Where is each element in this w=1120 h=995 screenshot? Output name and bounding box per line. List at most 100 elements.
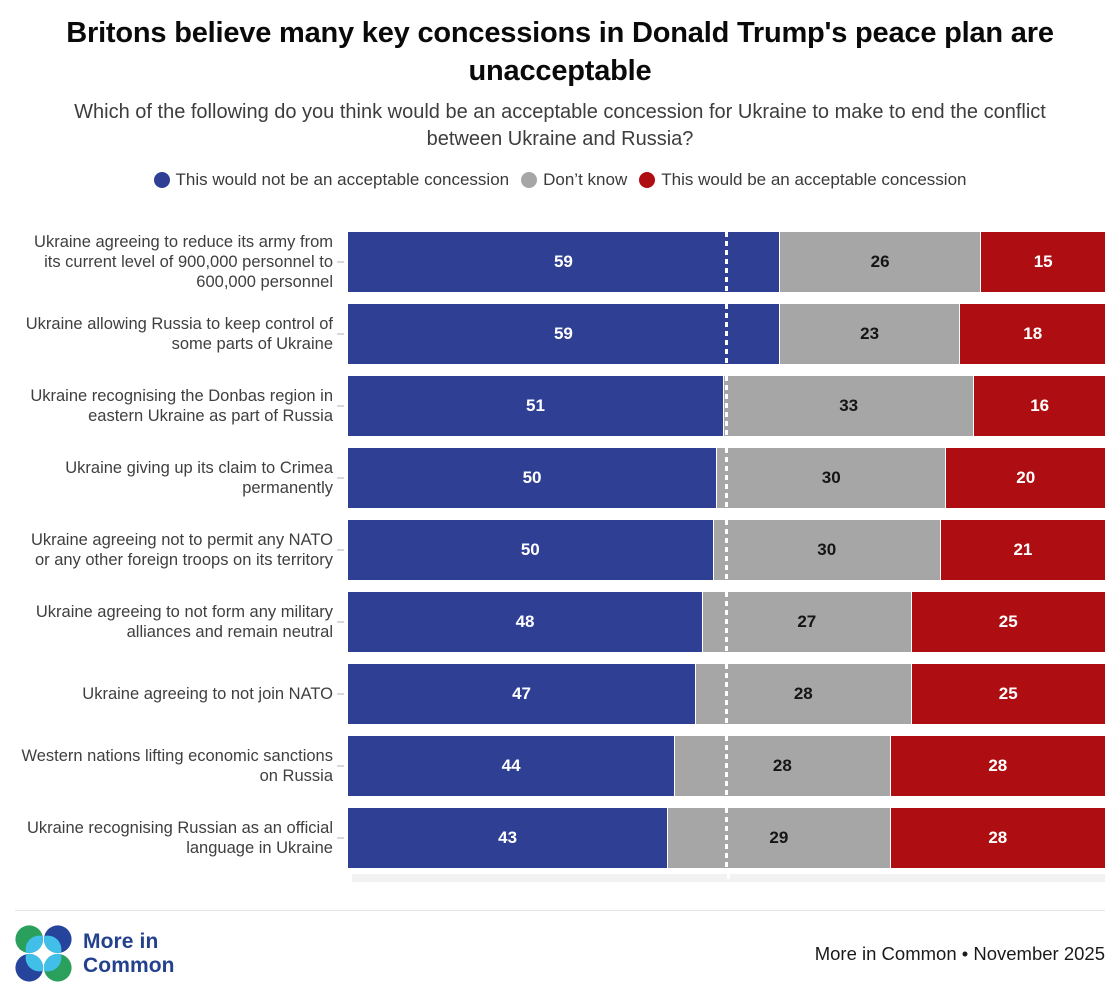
legend-item-not-acceptable: This would not be an acceptable concessi… [153, 170, 510, 190]
bar-segment: 48 [348, 592, 703, 652]
axis-tick [337, 333, 344, 335]
bar-segment: 20 [945, 448, 1105, 508]
chart-row: Ukraine recognising Russian as an offici… [15, 808, 1105, 868]
bar-value: 43 [498, 828, 518, 847]
legend-label: This would not be an acceptable concessi… [175, 170, 510, 189]
bar-track: 48 27 25 [348, 592, 1105, 652]
bar-value: 21 [1013, 540, 1033, 559]
bar-value: 47 [512, 684, 531, 703]
axis-baseline-strip [352, 874, 1105, 882]
bar-value: 30 [821, 468, 841, 487]
brand-name: More in Common [83, 930, 175, 978]
axis-tick [337, 477, 344, 479]
bar-segment: 16 [973, 376, 1105, 436]
bar-track: 59 23 18 [348, 304, 1105, 364]
bar-track: 44 28 28 [348, 736, 1105, 796]
legend-label: This would be an acceptable concession [661, 170, 967, 189]
legend-dot-icon [521, 172, 538, 188]
axis-tick [337, 261, 344, 263]
chart-row: Ukraine giving up its claim to Crimea pe… [15, 448, 1105, 508]
bar-value: 18 [1023, 324, 1043, 343]
source-attribution: More in Common • November 2025 [814, 942, 1105, 964]
chart-row: Ukraine agreeing to reduce its army from… [15, 232, 1105, 292]
legend-item-acceptable: This would be an acceptable concession [639, 170, 966, 190]
bar-value: 51 [526, 396, 545, 415]
bar-track: 50 30 21 [348, 520, 1105, 580]
axis-tick [337, 621, 344, 623]
bar-segment: 30 [712, 520, 940, 580]
bar-segment: 51 [348, 376, 724, 436]
bar-segment: 28 [674, 736, 890, 796]
bar-value: 16 [1030, 396, 1050, 415]
row-label: Ukraine recognising Russian as an offici… [26, 819, 333, 857]
bar-value: 20 [1016, 468, 1036, 487]
brand-name-line1: More in [83, 929, 159, 953]
row-label: Ukraine agreeing to reduce its army from… [34, 233, 333, 291]
more-in-common-logo-icon [15, 925, 72, 982]
chart-row: Ukraine agreeing to not form any militar… [15, 592, 1105, 652]
legend-label: Don’t know [543, 170, 628, 189]
bar-value: 27 [797, 612, 817, 631]
bar-value: 28 [793, 684, 813, 703]
bar-segment: 28 [889, 736, 1105, 796]
bar-value: 33 [839, 396, 859, 415]
bar-value: 30 [817, 540, 837, 559]
bar-value: 25 [998, 684, 1018, 703]
bar-segment: 59 [348, 232, 779, 292]
chart-row: Ukraine allowing Russia to keep control … [15, 304, 1105, 364]
bar-segment: 21 [939, 520, 1105, 580]
legend: This would not be an acceptable concessi… [15, 170, 1105, 190]
chart-row: Ukraine agreeing to not join NATO 47 28 … [15, 664, 1105, 724]
bar-segment: 27 [702, 592, 911, 652]
bar-value: 28 [772, 756, 792, 775]
row-label: Western nations lifting economic sanctio… [21, 747, 333, 785]
brand-block: More in Common [15, 925, 175, 982]
brand-name-line2: Common [83, 953, 175, 977]
bar-segment: 47 [348, 664, 696, 724]
bar-segment: 28 [695, 664, 911, 724]
bar-segment: 23 [778, 304, 960, 364]
chart-row: Ukraine agreeing not to permit any NATO … [15, 520, 1105, 580]
bar-value: 28 [988, 756, 1008, 775]
axis-tick [337, 693, 344, 695]
bar-value: 28 [988, 828, 1008, 847]
bar-value: 25 [998, 612, 1018, 631]
bar-track: 50 30 20 [348, 448, 1105, 508]
row-label: Ukraine agreeing to not form any militar… [35, 603, 333, 641]
bar-segment: 43 [348, 808, 668, 868]
axis-tick [337, 549, 344, 551]
bar-segment: 44 [348, 736, 675, 796]
row-label: Ukraine allowing Russia to keep control … [25, 315, 333, 353]
footer: More in Common More in Common • November… [15, 925, 1105, 982]
axis-tick [337, 765, 344, 767]
bar-segment: 50 [348, 448, 717, 508]
reference-line-50 [727, 874, 730, 882]
bar-value: 23 [860, 324, 880, 343]
row-label: Ukraine agreeing not to permit any NATO … [30, 531, 333, 569]
bar-segment: 50 [348, 520, 713, 580]
bar-value: 59 [553, 324, 573, 343]
axis-tick [337, 405, 344, 407]
bar-value: 50 [522, 468, 542, 487]
bar-track: 47 28 25 [348, 664, 1105, 724]
bar-value: 59 [553, 252, 573, 271]
bar-value: 29 [769, 828, 789, 847]
axis-tick [337, 837, 344, 839]
bar-value: 26 [870, 252, 890, 271]
chart-subtitle: Which of the following do you think woul… [74, 101, 1046, 150]
bar-track: 59 26 15 [348, 232, 1105, 292]
bar-segment: 28 [889, 808, 1105, 868]
bar-segment: 33 [723, 376, 974, 436]
row-label: Ukraine giving up its claim to Crimea pe… [65, 459, 333, 497]
legend-item-dont-know: Don’t know [521, 170, 627, 190]
bar-track: 51 33 16 [348, 376, 1105, 436]
footer-divider [15, 910, 1105, 911]
bar-segment: 26 [778, 232, 981, 292]
bar-segment: 30 [716, 448, 946, 508]
chart-row: Ukraine recognising the Donbas region in… [15, 376, 1105, 436]
legend-dot-icon [639, 172, 656, 188]
bar-value: 48 [515, 612, 535, 631]
bar-segment: 59 [348, 304, 779, 364]
row-label: Ukraine agreeing to not join NATO [82, 685, 333, 703]
